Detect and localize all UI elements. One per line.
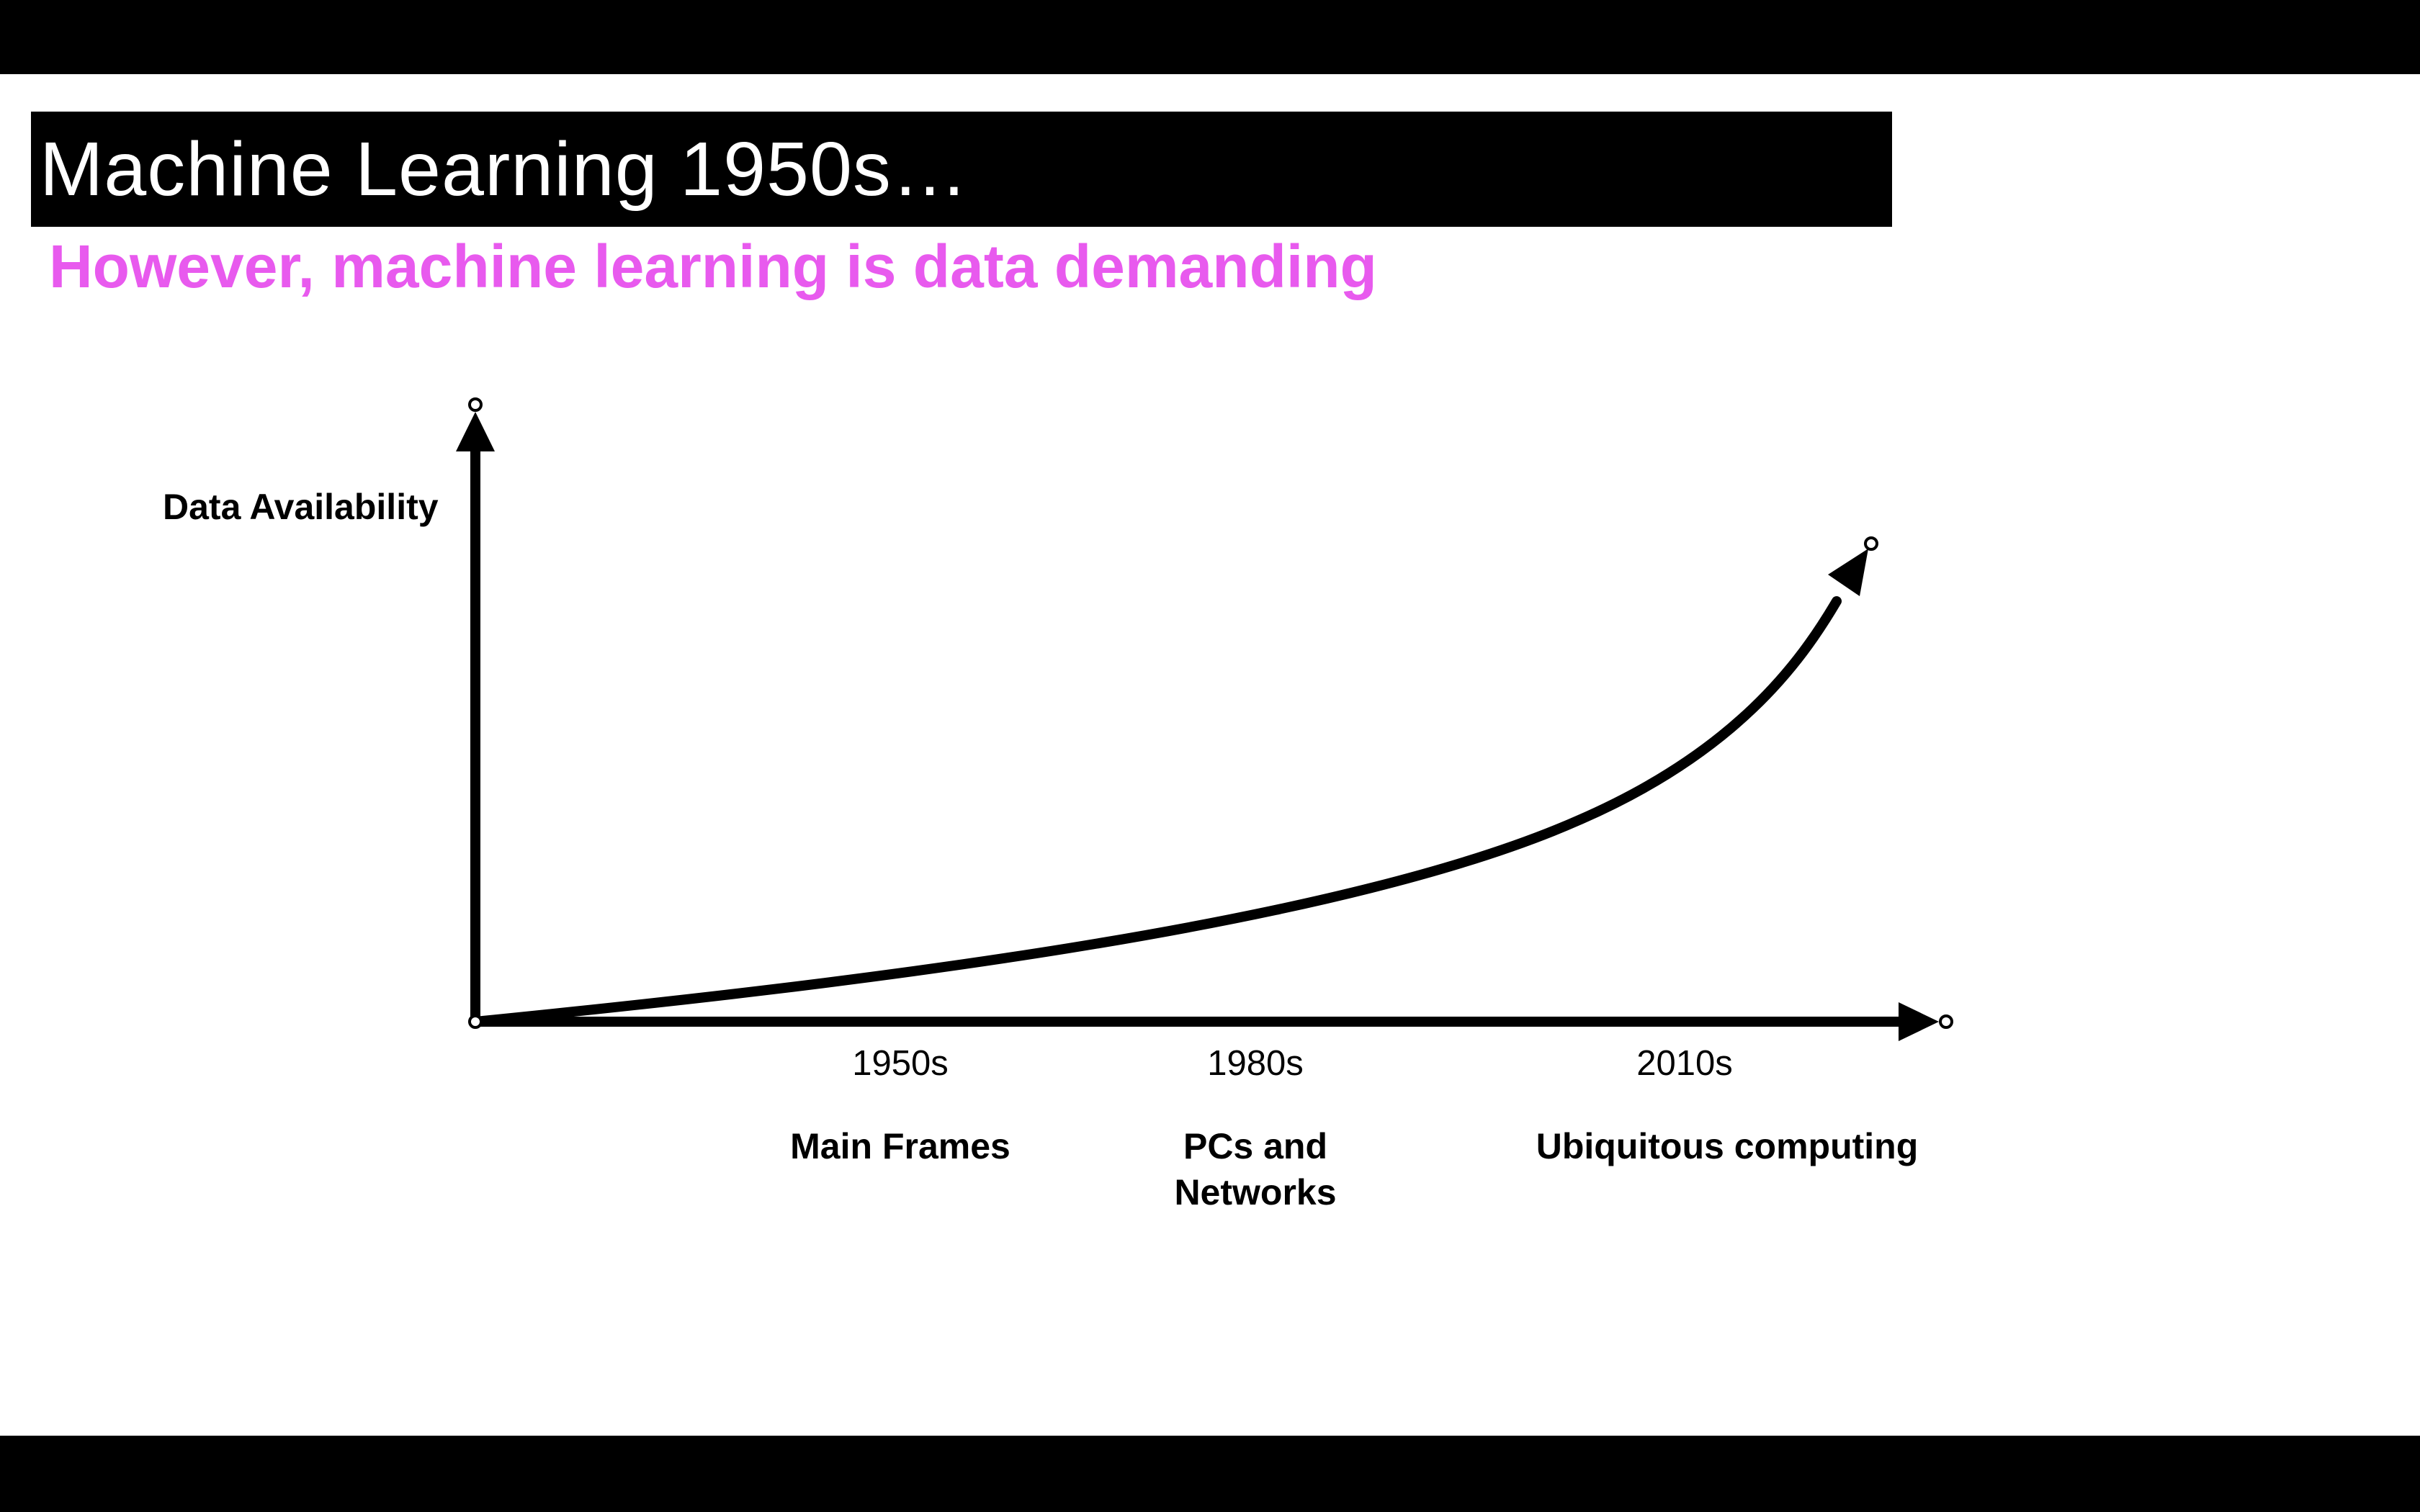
x-axis-arrowhead	[1899, 1002, 1939, 1041]
era-year-1950s: 1950s	[852, 1044, 949, 1083]
era-label-pcs-networks: PCs and Networks	[1174, 1126, 1337, 1212]
growth-curve-end-handle	[1864, 536, 1878, 551]
x-axis-end-handle	[1939, 1014, 1953, 1029]
top-letterbox-bar	[0, 0, 2420, 74]
origin-handle	[468, 1014, 483, 1029]
era-label-main-frames: Main Frames	[790, 1126, 1010, 1166]
growth-curve-arrowhead	[1828, 549, 1868, 596]
slide-subtitle: However, machine learning is data demand…	[49, 233, 1377, 300]
slide-title-banner	[31, 112, 1892, 227]
y-axis-end-handle	[468, 397, 483, 412]
era-year-2010s: 2010s	[1636, 1044, 1733, 1083]
era-label-ubiquitous-computing: Ubiquitous computing	[1536, 1126, 1919, 1166]
slide-title: Machine Learning 1950s…	[40, 127, 969, 212]
bottom-letterbox-bar	[0, 1436, 2420, 1512]
y-axis-arrowhead	[456, 412, 495, 451]
era-year-1980s: 1980s	[1207, 1044, 1304, 1083]
y-axis-label: Data Availability	[163, 487, 439, 527]
growth-curve	[470, 596, 1842, 1027]
